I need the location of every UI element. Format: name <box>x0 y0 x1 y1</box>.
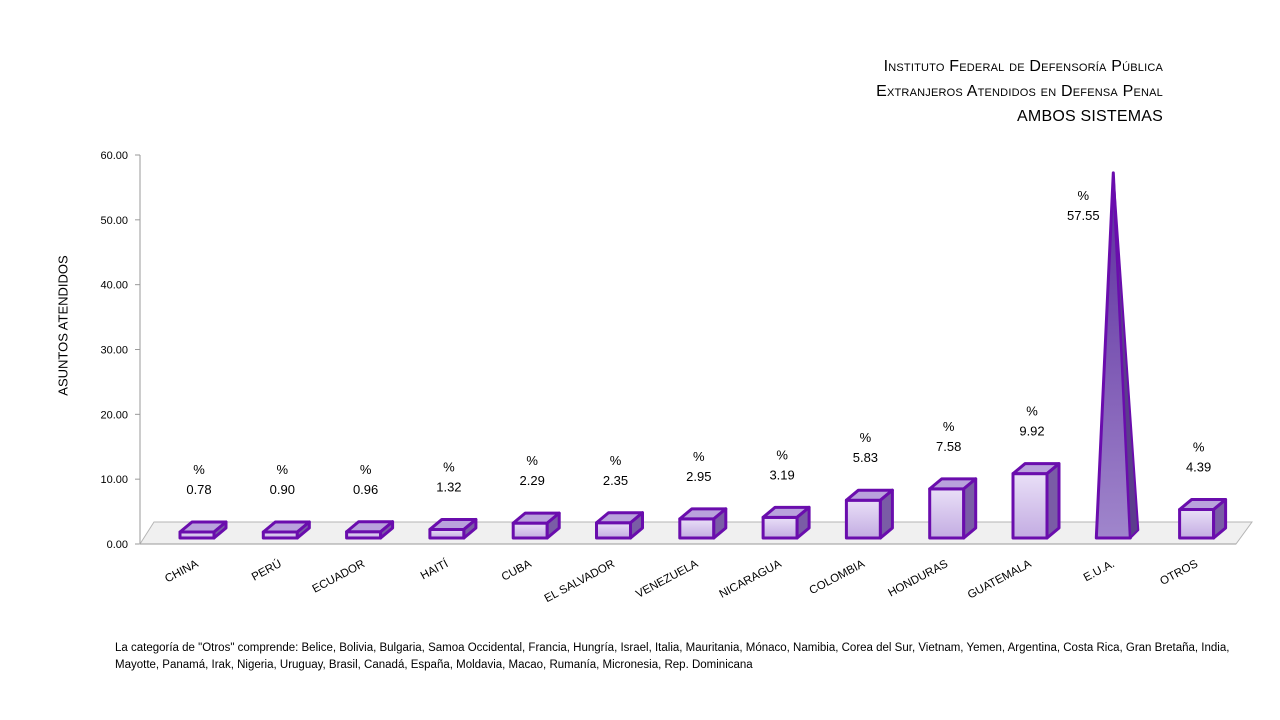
x-tick-label: HAITÍ <box>418 557 451 583</box>
data-label-percent: % <box>443 459 455 474</box>
x-tick-label: OTROS <box>1158 558 1200 588</box>
data-label-percent: % <box>776 447 788 462</box>
data-label-percent: % <box>1078 188 1090 203</box>
data-label-value: 2.35 <box>603 473 628 488</box>
x-tick-label: COLOMBIA <box>808 558 868 597</box>
bar-side <box>1045 462 1061 540</box>
x-tick-label: CUBA <box>500 558 534 584</box>
data-label-value: 0.90 <box>270 482 295 497</box>
x-tick-label: PERÚ <box>249 557 283 583</box>
bar-honduras <box>928 477 978 540</box>
bar-side <box>295 520 311 540</box>
bar-e-u-a- <box>1094 171 1140 540</box>
data-label-value: 0.96 <box>353 482 378 497</box>
y-tick-label: 10.00 <box>100 474 128 486</box>
bar-china <box>178 520 228 540</box>
data-label-percent: % <box>360 462 372 477</box>
data-label-percent: % <box>860 430 872 445</box>
y-tick-label: 20.00 <box>100 409 128 421</box>
bar-nicaragua <box>761 505 811 540</box>
bar-colombia <box>844 488 894 540</box>
x-tick-label: VENEZUELA <box>634 558 700 601</box>
data-label-value: 2.95 <box>686 469 711 484</box>
bar-per- <box>261 520 311 540</box>
bar-front <box>678 517 716 540</box>
x-tick-label: NICARAGUA <box>718 558 784 601</box>
chart-title: Instituto Federal de Defensoría Pública … <box>876 54 1163 129</box>
x-tick-label: CHINA <box>163 558 201 586</box>
x-tick-label: EL SALVADOR <box>543 558 617 605</box>
x-tick-label: GUATEMALA <box>966 558 1034 602</box>
bar-side <box>545 511 561 540</box>
data-label-percent: % <box>277 462 289 477</box>
chart-title-line-3: AMBOS SISTEMAS <box>1017 108 1163 125</box>
y-tick-label: 60.00 <box>100 150 128 162</box>
data-label-percent: % <box>1026 404 1038 419</box>
data-label-percent: % <box>1193 440 1205 455</box>
y-tick-label: 0.00 <box>107 539 128 551</box>
x-tick-label: E.U.A. <box>1082 558 1117 584</box>
bar-hait- <box>428 517 478 540</box>
bar-side <box>795 505 811 540</box>
data-label-value: 9.92 <box>1019 424 1044 439</box>
x-tick-label: HONDURAS <box>886 558 950 600</box>
data-label-percent: % <box>526 453 538 468</box>
bar-front <box>595 521 632 540</box>
data-label-value: 2.29 <box>520 473 545 488</box>
bar-side <box>212 520 228 540</box>
bar-side <box>1212 498 1228 540</box>
bar-side <box>878 488 894 540</box>
bar-ecuador <box>345 520 395 540</box>
bar-side <box>462 517 478 540</box>
y-tick-label: 30.00 <box>100 345 128 357</box>
data-label-value: 7.58 <box>936 439 961 454</box>
bar-front <box>844 498 882 540</box>
bar-front <box>511 521 549 540</box>
chart-title-line-1: Instituto Federal de Defensoría Pública <box>883 58 1163 75</box>
data-label-value: 3.19 <box>769 467 794 482</box>
bar-side <box>712 507 728 540</box>
data-label-value: 1.32 <box>436 479 461 494</box>
bar-side <box>379 520 395 540</box>
data-label-value: 5.83 <box>853 450 878 465</box>
bar-el-salvador <box>595 511 644 540</box>
bar-otros <box>1178 498 1228 540</box>
chart-title-line-2: Extranjeros Atendidos en Defensa Penal <box>876 83 1163 100</box>
bar-side <box>629 511 644 540</box>
bar-side <box>962 477 978 540</box>
data-label-value: 4.39 <box>1186 460 1211 475</box>
bar-front <box>1011 472 1049 540</box>
bar-cuba <box>511 511 561 540</box>
y-tick-label: 40.00 <box>100 280 128 292</box>
footnote: La categoría de "Otros" comprende: Belic… <box>115 642 1230 671</box>
bar-front <box>761 515 799 540</box>
x-tick-label: ECUADOR <box>311 558 367 596</box>
bar-front <box>1178 508 1216 540</box>
data-label-percent: % <box>943 419 955 434</box>
bar-venezuela <box>678 507 728 540</box>
bar-guatemala <box>1011 462 1061 540</box>
data-label-percent: % <box>693 449 705 464</box>
y-tick-label: 50.00 <box>100 215 128 227</box>
data-label-value: 0.78 <box>186 482 211 497</box>
bar-front <box>928 487 966 540</box>
bar-pyramid-side <box>1112 171 1140 539</box>
data-label-value: 57.55 <box>1067 208 1100 223</box>
data-label-percent: % <box>193 462 205 477</box>
data-label-percent: % <box>610 453 622 468</box>
